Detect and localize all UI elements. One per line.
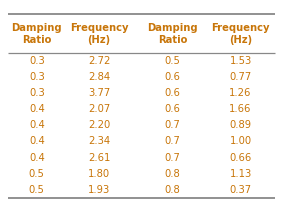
Text: 0.4: 0.4 — [29, 136, 45, 146]
Text: 1.13: 1.13 — [230, 169, 252, 179]
Text: 3.77: 3.77 — [88, 88, 110, 98]
Text: 0.5: 0.5 — [29, 169, 45, 179]
Text: 1.00: 1.00 — [230, 136, 252, 146]
Text: 2.20: 2.20 — [88, 120, 110, 130]
Text: 2.34: 2.34 — [88, 136, 110, 146]
Text: 1.66: 1.66 — [229, 104, 252, 114]
Text: 0.7: 0.7 — [165, 136, 181, 146]
Text: 0.4: 0.4 — [29, 120, 45, 130]
Text: Frequency
(Hz): Frequency (Hz) — [70, 23, 128, 45]
Text: 0.3: 0.3 — [29, 72, 45, 82]
Text: 0.7: 0.7 — [165, 120, 181, 130]
Text: 2.72: 2.72 — [88, 56, 110, 66]
Text: Frequency
(Hz): Frequency (Hz) — [211, 23, 270, 45]
Text: 0.37: 0.37 — [230, 185, 252, 195]
Text: Damping
Ratio: Damping Ratio — [147, 23, 198, 45]
Text: 0.4: 0.4 — [29, 104, 45, 114]
Text: 0.5: 0.5 — [165, 56, 181, 66]
Text: 0.89: 0.89 — [230, 120, 252, 130]
Text: 1.80: 1.80 — [88, 169, 110, 179]
Text: 1.93: 1.93 — [88, 185, 110, 195]
Text: 0.3: 0.3 — [29, 56, 45, 66]
Text: 1.53: 1.53 — [230, 56, 252, 66]
Text: 0.4: 0.4 — [29, 152, 45, 163]
Text: 0.8: 0.8 — [165, 185, 181, 195]
Text: 2.61: 2.61 — [88, 152, 110, 163]
Text: 2.07: 2.07 — [88, 104, 110, 114]
Text: 0.6: 0.6 — [165, 88, 181, 98]
Text: 0.6: 0.6 — [165, 104, 181, 114]
Text: 0.77: 0.77 — [230, 72, 252, 82]
Text: 0.6: 0.6 — [165, 72, 181, 82]
Text: Damping
Ratio: Damping Ratio — [12, 23, 62, 45]
Text: 0.7: 0.7 — [165, 152, 181, 163]
Text: 2.84: 2.84 — [88, 72, 110, 82]
Text: 0.3: 0.3 — [29, 88, 45, 98]
Text: 0.5: 0.5 — [29, 185, 45, 195]
Text: 0.66: 0.66 — [230, 152, 252, 163]
Text: 1.26: 1.26 — [229, 88, 252, 98]
Text: 0.8: 0.8 — [165, 169, 181, 179]
